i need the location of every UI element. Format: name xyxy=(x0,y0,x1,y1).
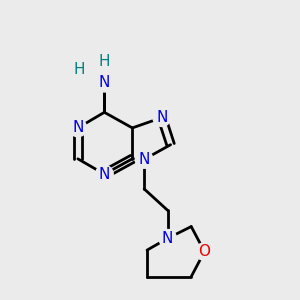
Circle shape xyxy=(159,230,176,247)
Circle shape xyxy=(135,151,153,168)
Text: N: N xyxy=(162,231,173,246)
Circle shape xyxy=(196,243,213,260)
Text: H: H xyxy=(99,54,110,69)
Text: O: O xyxy=(199,244,211,259)
Circle shape xyxy=(69,119,87,137)
Text: H: H xyxy=(74,61,85,76)
Circle shape xyxy=(153,109,171,126)
Text: N: N xyxy=(72,120,83,135)
Text: N: N xyxy=(99,75,110,90)
Circle shape xyxy=(94,73,114,92)
Text: N: N xyxy=(156,110,167,125)
Text: N: N xyxy=(138,152,150,167)
Circle shape xyxy=(95,165,113,183)
Text: N: N xyxy=(99,167,110,182)
